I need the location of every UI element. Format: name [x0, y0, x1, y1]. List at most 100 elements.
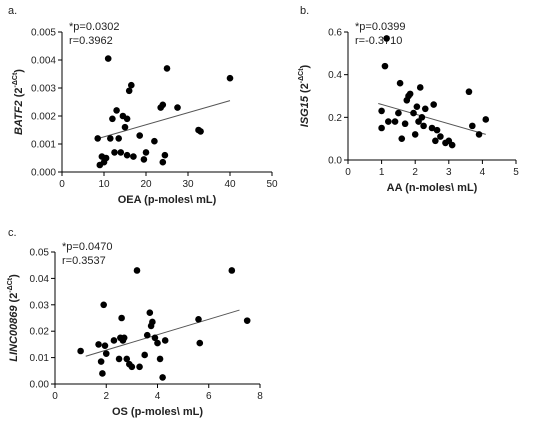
x-tick-label: 4: [480, 167, 486, 178]
y-tick-label: 0.000: [31, 168, 56, 179]
data-point: [77, 347, 84, 355]
data-point: [97, 358, 105, 365]
x-tick-label: 0: [59, 179, 65, 190]
data-point: [118, 314, 125, 322]
data-point: [136, 132, 143, 139]
y-axis-label-close: ): [8, 274, 20, 278]
data-point: [113, 107, 120, 114]
y-axis-label-superscript: -ΔCt: [298, 68, 305, 83]
data-point: [142, 149, 150, 156]
data-point: [433, 126, 441, 134]
data-point: [475, 131, 483, 138]
data-point: [398, 135, 406, 142]
data-point: [151, 334, 159, 342]
y-axis-label-close: ): [299, 64, 311, 68]
y-tick-label: 0.00: [30, 380, 50, 391]
data-point: [413, 103, 421, 110]
chart-panel-b: b. 0 1 2 3 4 5 0.0 0.2 0.4 0.6 AA (n-moles\ mL) ISG1…: [298, 5, 519, 194]
x-tick-label: 1: [379, 167, 385, 178]
panel-label: b.: [300, 5, 309, 17]
x-tick-label: 6: [206, 391, 212, 402]
data-point: [445, 137, 453, 145]
r-value-annotation: r=0.3962: [69, 35, 113, 47]
chart-panel-a: a. 0 10 20 30 40 50 0.000 0.001 0.002 0.003 0.004 0.…: [8, 5, 278, 206]
data-point: [159, 158, 167, 166]
y-tick-label: 0.002: [31, 112, 56, 123]
x-axis-label: OS (p-moles\ mL): [112, 406, 203, 418]
data-point: [437, 133, 444, 140]
data-point: [102, 350, 110, 357]
data-point: [195, 316, 202, 323]
y-tick-label: 0.02: [30, 327, 50, 338]
data-point: [128, 81, 135, 89]
data-point: [226, 74, 234, 82]
data-point: [115, 135, 122, 142]
data-point: [111, 149, 118, 156]
data-point: [395, 109, 402, 117]
data-point: [123, 355, 131, 363]
data-point: [401, 120, 409, 128]
data-point: [410, 109, 417, 117]
y-axis-label-unit: (2: [13, 87, 25, 100]
y-tick-label: 0.03: [30, 300, 50, 311]
y-tick-label: 0.0: [328, 156, 342, 167]
data-point: [432, 137, 439, 145]
data-point: [123, 151, 131, 159]
y-axis-label-close: ): [13, 69, 25, 73]
y-axis-label: LINC00869 (2-ΔCt): [7, 274, 20, 362]
y-axis-label-unit: (2: [8, 293, 20, 306]
y-tick-label: 0.004: [31, 56, 56, 67]
trend-line: [95, 100, 231, 140]
data-point: [174, 104, 181, 111]
data-point: [95, 341, 102, 348]
data-point: [121, 123, 129, 131]
data-point: [119, 337, 127, 344]
data-point: [469, 122, 476, 130]
data-point: [140, 156, 148, 163]
data-point: [102, 154, 110, 162]
x-tick-label: 3: [446, 167, 452, 178]
trend-line: [85, 309, 240, 357]
y-tick-label: 0.05: [30, 248, 50, 259]
data-point: [99, 370, 106, 377]
p-value-annotation: *p=0.0470: [62, 241, 112, 253]
data-point: [123, 115, 131, 123]
x-tick-label: 40: [224, 179, 236, 190]
y-tick-label: 0.003: [31, 84, 56, 95]
x-tick-label: 0: [345, 167, 351, 178]
y-axis-label-unit: (2: [299, 83, 311, 96]
data-point: [163, 65, 171, 72]
data-point: [94, 135, 101, 142]
x-tick-label: 20: [140, 179, 152, 190]
data-point: [130, 153, 137, 160]
data-point: [228, 267, 236, 274]
p-value-annotation: *p=0.0399: [355, 21, 405, 33]
y-axis-label: ISG15 (2-ΔCt): [298, 64, 311, 127]
data-point: [125, 87, 133, 95]
y-tick-label: 0.2: [328, 113, 342, 124]
data-point: [101, 342, 109, 350]
data-point: [107, 135, 114, 142]
data-point: [161, 337, 169, 344]
y-tick-label: 0.04: [30, 274, 50, 285]
x-tick-label: 8: [257, 391, 263, 402]
p-value-annotation: *p=0.0302: [69, 21, 119, 33]
data-point: [133, 267, 141, 274]
data-point: [416, 84, 424, 91]
data-point: [243, 317, 251, 324]
data-point: [117, 149, 125, 156]
data-point: [385, 118, 392, 125]
data-point: [406, 90, 414, 98]
data-point: [391, 118, 399, 125]
trend-line: [378, 102, 486, 135]
panel-label: c.: [8, 227, 17, 239]
x-tick-label: 10: [98, 179, 110, 190]
data-point: [151, 137, 158, 145]
data-point: [109, 115, 116, 123]
data-point: [149, 318, 156, 326]
data-point: [428, 124, 436, 132]
data-point: [465, 88, 473, 96]
x-tick-label: 0: [52, 391, 58, 402]
panel-label: a.: [8, 5, 17, 17]
data-point: [161, 151, 169, 159]
